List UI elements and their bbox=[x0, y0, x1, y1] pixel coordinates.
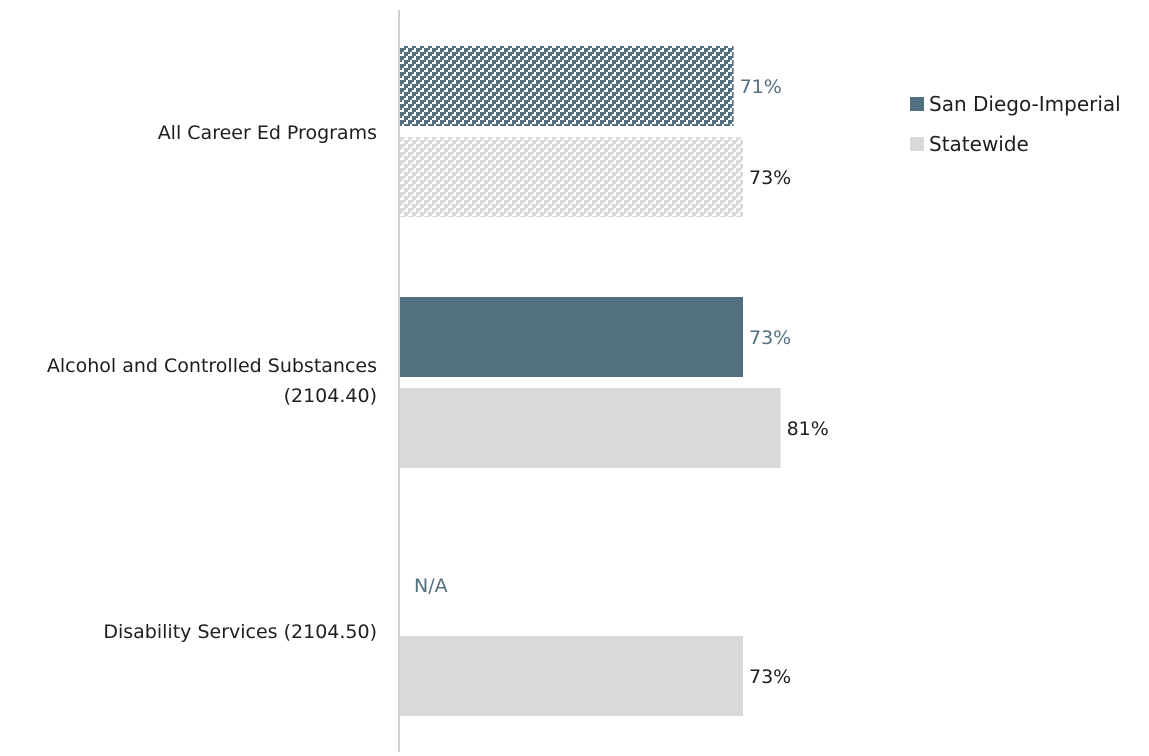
legend-swatch-statewide bbox=[910, 137, 924, 151]
category-label-line: Disability Services (2104.50) bbox=[103, 621, 377, 643]
bar-disability-services-2104-50-statewide bbox=[400, 636, 743, 716]
data-label-alcohol-and-controlled-substances-2104-40-statewide: 81% bbox=[787, 418, 829, 440]
legend-swatch-san-diego-imperial bbox=[910, 97, 924, 111]
category-label-disability-services-2104-50: Disability Services (2104.50) bbox=[0, 617, 377, 647]
data-label-all-career-ed-programs-san-diego-imperial: 71% bbox=[740, 76, 782, 98]
category-label-line: (2104.40) bbox=[283, 385, 377, 407]
bar-all-career-ed-programs-statewide bbox=[400, 137, 743, 217]
data-label-alcohol-and-controlled-substances-2104-40-san-diego-imperial: 73% bbox=[749, 327, 791, 349]
category-label-line: Alcohol and Controlled Substances bbox=[46, 355, 377, 377]
data-label-disability-services-2104-50-san-diego-imperial: N/A bbox=[414, 575, 448, 597]
bar-all-career-ed-programs-san-diego-imperial bbox=[400, 46, 734, 126]
legend-label-statewide: Statewide bbox=[929, 132, 1029, 156]
category-label-all-career-ed-programs: All Career Ed Programs bbox=[0, 118, 377, 148]
legend: San Diego-Imperial Statewide bbox=[910, 84, 1121, 164]
bar-alcohol-and-controlled-substances-2104-40-san-diego-imperial bbox=[400, 297, 743, 377]
category-label-line: All Career Ed Programs bbox=[157, 122, 377, 144]
category-label-alcohol-and-controlled-substances-2104-40: Alcohol and Controlled Substances (2104.4… bbox=[0, 351, 377, 411]
legend-item-san-diego-imperial: San Diego-Imperial bbox=[910, 84, 1121, 124]
bar-alcohol-and-controlled-substances-2104-40-statewide bbox=[400, 388, 781, 468]
legend-item-statewide: Statewide bbox=[910, 124, 1121, 164]
legend-label-san-diego-imperial: San Diego-Imperial bbox=[929, 92, 1121, 116]
data-label-all-career-ed-programs-statewide: 73% bbox=[749, 167, 791, 189]
data-label-disability-services-2104-50-statewide: 73% bbox=[749, 666, 791, 688]
